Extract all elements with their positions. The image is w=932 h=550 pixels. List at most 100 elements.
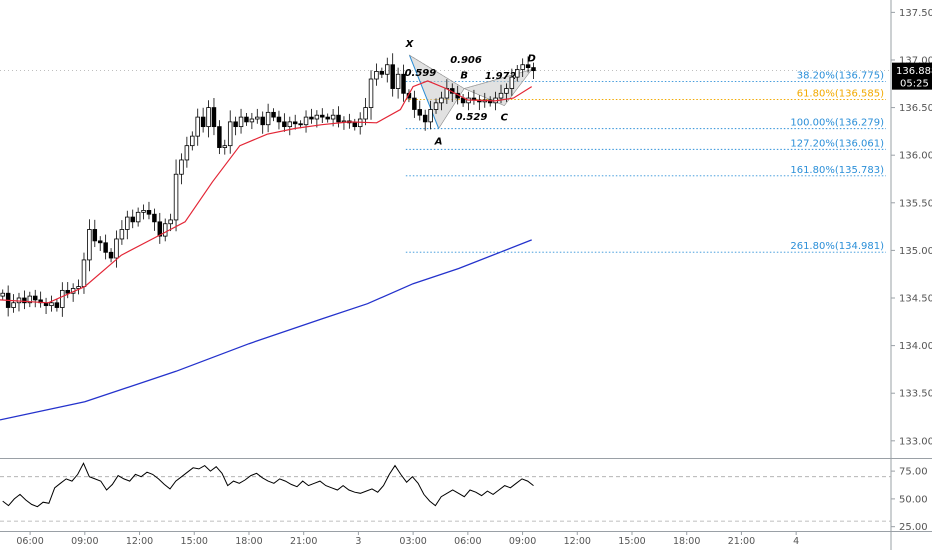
candle-body <box>184 145 190 161</box>
ma-long-line <box>0 239 532 421</box>
candle-body <box>152 213 157 223</box>
candle <box>509 68 515 96</box>
candle-body <box>49 302 54 307</box>
candle-body <box>11 302 16 308</box>
candle <box>211 97 217 136</box>
candle <box>439 91 444 111</box>
candle <box>352 118 358 131</box>
candle-body <box>97 240 103 244</box>
price-tick-label: 137.500 <box>899 8 932 19</box>
candle <box>38 291 43 308</box>
time-tick-label: 09:00 <box>71 536 98 547</box>
price-tick-label: 134.000 <box>899 341 932 352</box>
candle <box>162 218 168 242</box>
candle <box>265 103 271 133</box>
candle <box>206 100 211 138</box>
candle-body <box>352 122 358 128</box>
candle <box>54 298 60 312</box>
candle <box>11 294 16 313</box>
candle-body <box>276 116 282 123</box>
candle <box>292 114 298 130</box>
candle <box>0 289 5 300</box>
candle-body <box>292 121 298 125</box>
candle-body <box>330 114 336 120</box>
candle-body <box>227 121 233 147</box>
candle <box>368 70 374 120</box>
price-tick-label: 133.500 <box>899 389 932 400</box>
candle-body <box>92 229 98 242</box>
candle-body <box>515 69 520 78</box>
candle-body <box>428 109 433 123</box>
candle <box>314 110 320 128</box>
candle <box>179 153 184 185</box>
candle <box>477 95 482 111</box>
price-tick-label: 137.000 <box>899 55 932 66</box>
candle <box>422 109 428 131</box>
candle <box>125 210 130 240</box>
candle <box>16 292 22 312</box>
candle-body <box>249 118 255 123</box>
candle-body <box>195 116 200 137</box>
candle <box>43 297 49 314</box>
candle <box>238 108 244 134</box>
time-tick-label: 4 <box>793 536 799 547</box>
candle-body <box>22 297 27 304</box>
pattern-ratio-label: 0.529 <box>456 112 488 123</box>
candle-body <box>173 173 179 221</box>
candle <box>32 289 38 308</box>
candle-body <box>108 251 114 259</box>
time-tick-label: 09:00 <box>509 536 536 547</box>
candle <box>390 53 395 97</box>
candle <box>103 234 108 260</box>
time-tick-label: 03:00 <box>399 536 426 547</box>
candle <box>395 67 401 99</box>
time-tick-label: 12:00 <box>126 536 153 547</box>
candle-body <box>76 286 81 289</box>
candle <box>520 58 525 77</box>
candle <box>325 113 330 123</box>
candle-body <box>81 259 87 287</box>
fib-level-label: 161.80%(135.783) <box>790 165 884 176</box>
candle <box>282 113 287 132</box>
candle-body <box>103 242 108 253</box>
candle-body <box>422 114 428 123</box>
candle <box>27 291 33 308</box>
candle-body <box>179 159 184 175</box>
candle-body <box>125 216 130 230</box>
candle-body <box>27 295 33 304</box>
candle-body <box>298 123 303 126</box>
candle-body <box>60 289 65 308</box>
candle <box>65 282 70 299</box>
time-tick-label: 15:00 <box>618 536 645 547</box>
candle-body <box>379 71 385 75</box>
candle-body <box>412 97 417 110</box>
candle-body <box>119 229 125 240</box>
candle-body <box>385 64 390 75</box>
fib-level-label: 38.20%(136.775) <box>797 70 884 81</box>
candle-body <box>374 71 379 80</box>
price-tick-label: 133.000 <box>899 436 932 447</box>
oscillator-tick-label: 25.00 <box>899 522 928 533</box>
candle-body <box>222 145 228 148</box>
countdown-label: 05:25 <box>900 79 929 90</box>
pattern-ratio-label: 0.906 <box>450 55 482 66</box>
oscillator-pane: 75.00 50.00 25.00 <box>0 462 928 533</box>
candle <box>244 113 249 126</box>
candle <box>200 107 206 133</box>
candle-body <box>265 111 271 126</box>
fib-level-label: 100.00%(136.279) <box>790 118 884 129</box>
time-tick-label: 21:00 <box>728 536 755 547</box>
oscillator-tick-label: 75.00 <box>899 467 928 478</box>
candle <box>114 230 119 268</box>
candle <box>173 159 179 232</box>
time-tick-label: 18:00 <box>673 536 700 547</box>
candle <box>374 63 379 86</box>
candle-body <box>217 126 222 148</box>
oscillator-series <box>2 462 534 508</box>
candle-body <box>87 229 92 261</box>
price-tick-label: 136.500 <box>899 103 932 114</box>
candle <box>379 67 385 79</box>
time-tick-label: 3 <box>355 536 361 547</box>
pattern-point-label: B <box>460 71 468 82</box>
candle <box>97 236 103 251</box>
